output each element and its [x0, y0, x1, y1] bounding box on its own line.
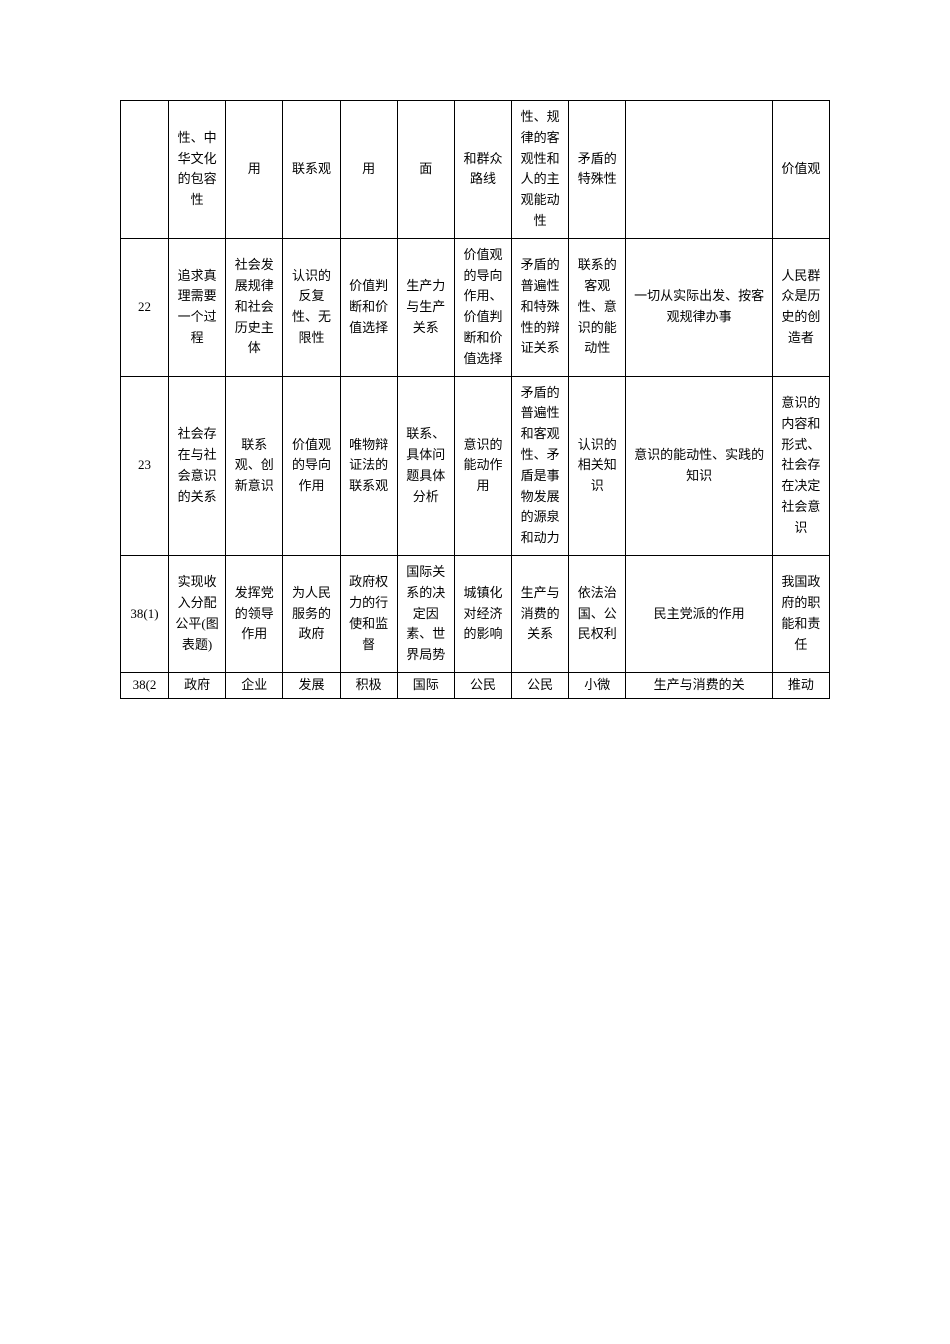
cell: 23	[121, 376, 169, 555]
cell: 38(2	[121, 672, 169, 698]
cell: 生产与消费的关系	[512, 555, 569, 672]
cell: 人民群众是历史的创造者	[772, 238, 829, 376]
cell: 为人民服务的政府	[283, 555, 340, 672]
cell: 唯物辩证法的联系观	[340, 376, 397, 555]
cell: 价值观	[772, 101, 829, 239]
cell: 认识的反复性、无限性	[283, 238, 340, 376]
cell: 价值判断和价值选择	[340, 238, 397, 376]
table-row: 22 追求真理需要一个过程 社会发展规律和社会历史主体 认识的反复性、无限性 价…	[121, 238, 830, 376]
cell: 和群众路线	[454, 101, 511, 239]
cell: 联系的客观性、意识的能动性	[569, 238, 626, 376]
cell: 城镇化对经济的影响	[454, 555, 511, 672]
cell: 认识的相关知识	[569, 376, 626, 555]
table-row: 38(1) 实现收入分配公平(图表题) 发挥党的领导作用 为人民服务的政府 政府…	[121, 555, 830, 672]
cell: 国际	[397, 672, 454, 698]
cell: 我国政府的职能和责任	[772, 555, 829, 672]
cell: 面	[397, 101, 454, 239]
cell: 意识的能动性、实践的知识	[626, 376, 772, 555]
cell: 国际关系的决定因素、世界局势	[397, 555, 454, 672]
cell: 发展	[283, 672, 340, 698]
cell: 社会发展规律和社会历史主体	[226, 238, 283, 376]
cell: 矛盾的普遍性和特殊性的辩证关系	[512, 238, 569, 376]
cell: 联系观	[283, 101, 340, 239]
cell: 民主党派的作用	[626, 555, 772, 672]
cell: 积极	[340, 672, 397, 698]
table-row: 23 社会存在与社会意识的关系 联系观、创新意识 价值观的导向作用 唯物辩证法的…	[121, 376, 830, 555]
cell: 22	[121, 238, 169, 376]
cell: 意识的能动作用	[454, 376, 511, 555]
cell: 用	[340, 101, 397, 239]
cell: 矛盾的普遍性和客观性、矛盾是事物发展的源泉和动力	[512, 376, 569, 555]
table-row: 性、中华文化的包容性 用 联系观 用 面 和群众路线 性、规律的客观性和人的主观…	[121, 101, 830, 239]
cell: 公民	[512, 672, 569, 698]
content-table: 性、中华文化的包容性 用 联系观 用 面 和群众路线 性、规律的客观性和人的主观…	[120, 100, 830, 699]
cell: 38(1)	[121, 555, 169, 672]
cell: 追求真理需要一个过程	[169, 238, 226, 376]
cell: 社会存在与社会意识的关系	[169, 376, 226, 555]
cell: 性、中华文化的包容性	[169, 101, 226, 239]
cell: 意识的内容和形式、社会存在决定社会意识	[772, 376, 829, 555]
cell: 用	[226, 101, 283, 239]
cell: 小微	[569, 672, 626, 698]
cell: 发挥党的领导作用	[226, 555, 283, 672]
cell: 政府	[169, 672, 226, 698]
cell: 价值观的导向作用、价值判断和价值选择	[454, 238, 511, 376]
cell: 推动	[772, 672, 829, 698]
cell: 生产力与生产关系	[397, 238, 454, 376]
table-row: 38(2 政府 企业 发展 积极 国际 公民 公民 小微 生产与消费的关 推动	[121, 672, 830, 698]
cell: 实现收入分配公平(图表题)	[169, 555, 226, 672]
cell: 价值观的导向作用	[283, 376, 340, 555]
cell: 依法治国、公民权利	[569, 555, 626, 672]
cell: 矛盾的特殊性	[569, 101, 626, 239]
cell: 企业	[226, 672, 283, 698]
cell: 联系观、创新意识	[226, 376, 283, 555]
cell: 性、规律的客观性和人的主观能动性	[512, 101, 569, 239]
cell: 联系、具体问题具体分析	[397, 376, 454, 555]
cell	[121, 101, 169, 239]
cell: 生产与消费的关	[626, 672, 772, 698]
cell: 一切从实际出发、按客观规律办事	[626, 238, 772, 376]
cell: 公民	[454, 672, 511, 698]
cell	[626, 101, 772, 239]
cell: 政府权力的行使和监督	[340, 555, 397, 672]
